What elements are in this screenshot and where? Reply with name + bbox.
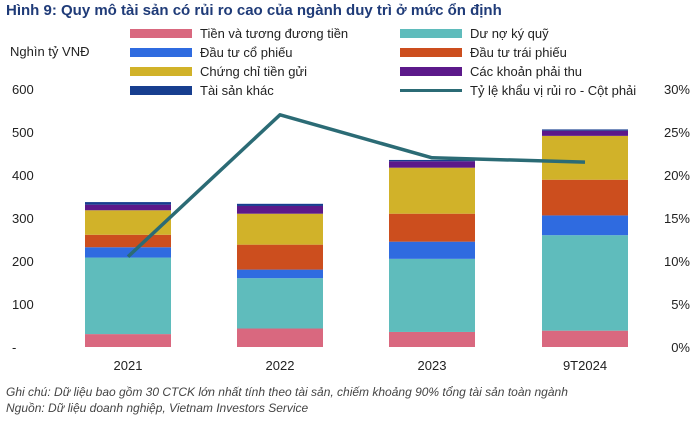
legend-risk-ratio: Tỷ lệ khẩu vị rủi ro - Cột phải xyxy=(400,83,636,98)
x-tick-1: 2022 xyxy=(266,358,295,373)
legend-label-receivable: Các khoản phải thu xyxy=(470,64,583,79)
bar-2021-series-1 xyxy=(85,257,171,335)
bar-2022-series-4 xyxy=(237,213,323,245)
y-tick-left-4: 200 xyxy=(12,254,34,269)
bar-9T2024-series-6 xyxy=(542,129,628,131)
bar-2022-series-2 xyxy=(237,269,323,279)
bar-2022-series-0 xyxy=(237,328,323,347)
legend-swatch-risk-ratio xyxy=(400,89,462,92)
bar-2021-series-3 xyxy=(85,234,171,248)
bar-2021-series-2 xyxy=(85,247,171,258)
y-tick-left-3: 300 xyxy=(12,211,34,226)
line-layer xyxy=(126,113,586,258)
y-tick-right-6: 0% xyxy=(671,340,690,355)
legend-other: Tài sản khác xyxy=(130,83,274,98)
legend-swatch-equity xyxy=(130,48,192,57)
bar-2021-series-5 xyxy=(85,204,171,211)
legend-cash: Tiền và tương đương tiền xyxy=(130,26,348,41)
legend-label-risk-ratio: Tỷ lệ khẩu vị rủi ro - Cột phải xyxy=(470,83,637,98)
y-tick-right-3: 15% xyxy=(664,211,690,226)
y-tick-left-2: 400 xyxy=(12,168,34,183)
y-tick-right-0: 30% xyxy=(664,82,690,97)
legend-label-bond: Đầu tư trái phiếu xyxy=(470,45,567,60)
bar-9T2024-series-5 xyxy=(542,130,628,136)
legend-label-other: Tài sản khác xyxy=(200,83,274,98)
bar-2023-series-1 xyxy=(389,258,475,332)
bar-2022-series-5 xyxy=(237,205,323,214)
bar-2023-series-0 xyxy=(389,331,475,347)
bar-2023-series-6 xyxy=(389,159,475,162)
bar-9T2024-series-4 xyxy=(542,135,628,180)
bar-2023-series-5 xyxy=(389,161,475,168)
bar-2023-series-4 xyxy=(389,167,475,214)
bar-2021-series-4 xyxy=(85,210,171,235)
legend-swatch-other xyxy=(130,86,192,95)
legend-label-cash: Tiền và tương đương tiền xyxy=(200,26,349,41)
risk-ratio-line xyxy=(126,113,586,258)
legend-receivable: Các khoản phải thu xyxy=(400,64,582,79)
legend-cd: Chứng chỉ tiền gửi xyxy=(130,64,307,79)
legend-swatch-cash xyxy=(130,29,192,38)
y-tick-left-0: 600 xyxy=(12,82,34,97)
legend-swatch-bond xyxy=(400,48,462,57)
bar-9T2024-series-1 xyxy=(542,235,628,331)
legend-bond: Đầu tư trái phiếu xyxy=(400,45,567,60)
y-tick-right-1: 25% xyxy=(664,125,690,140)
legend-label-equity: Đầu tư cổ phiếu xyxy=(200,45,293,60)
legend-swatch-margin xyxy=(400,29,462,38)
y-tick-right-4: 10% xyxy=(664,254,690,269)
bar-2023-series-3 xyxy=(389,213,475,242)
legend-margin: Dư nợ ký quỹ xyxy=(400,26,549,41)
legend-equity: Đầu tư cổ phiếu xyxy=(130,45,293,60)
chart-title: Hình 9: Quy mô tài sản có rủi ro cao của… xyxy=(6,2,502,19)
legend-swatch-receivable xyxy=(400,67,462,76)
bar-9T2024-series-0 xyxy=(542,330,628,347)
bar-2023-series-2 xyxy=(389,241,475,259)
bar-9T2024-series-2 xyxy=(542,215,628,236)
bar-2022-series-6 xyxy=(237,203,323,206)
axis-layer: 600 500 400 300 200 100 - 30% 25% 20% 15% 10% 5% 0% 20… xyxy=(12,82,690,373)
x-tick-0: 2021 xyxy=(114,358,143,373)
bars-layer xyxy=(85,129,628,347)
y-tick-left-1: 500 xyxy=(12,125,34,140)
legend-label-cd: Chứng chỉ tiền gửi xyxy=(200,64,308,79)
y-tick-right-2: 20% xyxy=(664,168,690,183)
y-tick-left-6: - xyxy=(12,340,16,355)
x-tick-3: 9T2024 xyxy=(563,358,607,373)
bar-2021-series-0 xyxy=(85,334,171,347)
legend-swatch-cd xyxy=(130,67,192,76)
bar-9T2024-series-3 xyxy=(542,179,628,216)
y-axis-unit-label: Nghìn tỷ VNĐ xyxy=(10,44,90,59)
legend-label-margin: Dư nợ ký quỹ xyxy=(470,26,549,41)
bar-2022-series-1 xyxy=(237,278,323,329)
x-tick-2: 2023 xyxy=(418,358,447,373)
y-tick-right-5: 5% xyxy=(671,297,690,312)
footnote-source: Nguồn: Dữ liệu doanh nghiệp, Vietnam Inv… xyxy=(6,401,309,415)
footnote: Ghi chú: Dữ liệu bao gồm 30 CTCK lớn nhấ… xyxy=(6,384,568,416)
bar-2021-series-6 xyxy=(85,202,171,205)
y-tick-left-5: 100 xyxy=(12,297,34,312)
footnote-note: Ghi chú: Dữ liệu bao gồm 30 CTCK lớn nhấ… xyxy=(6,385,568,399)
bar-2022-series-3 xyxy=(237,244,323,270)
